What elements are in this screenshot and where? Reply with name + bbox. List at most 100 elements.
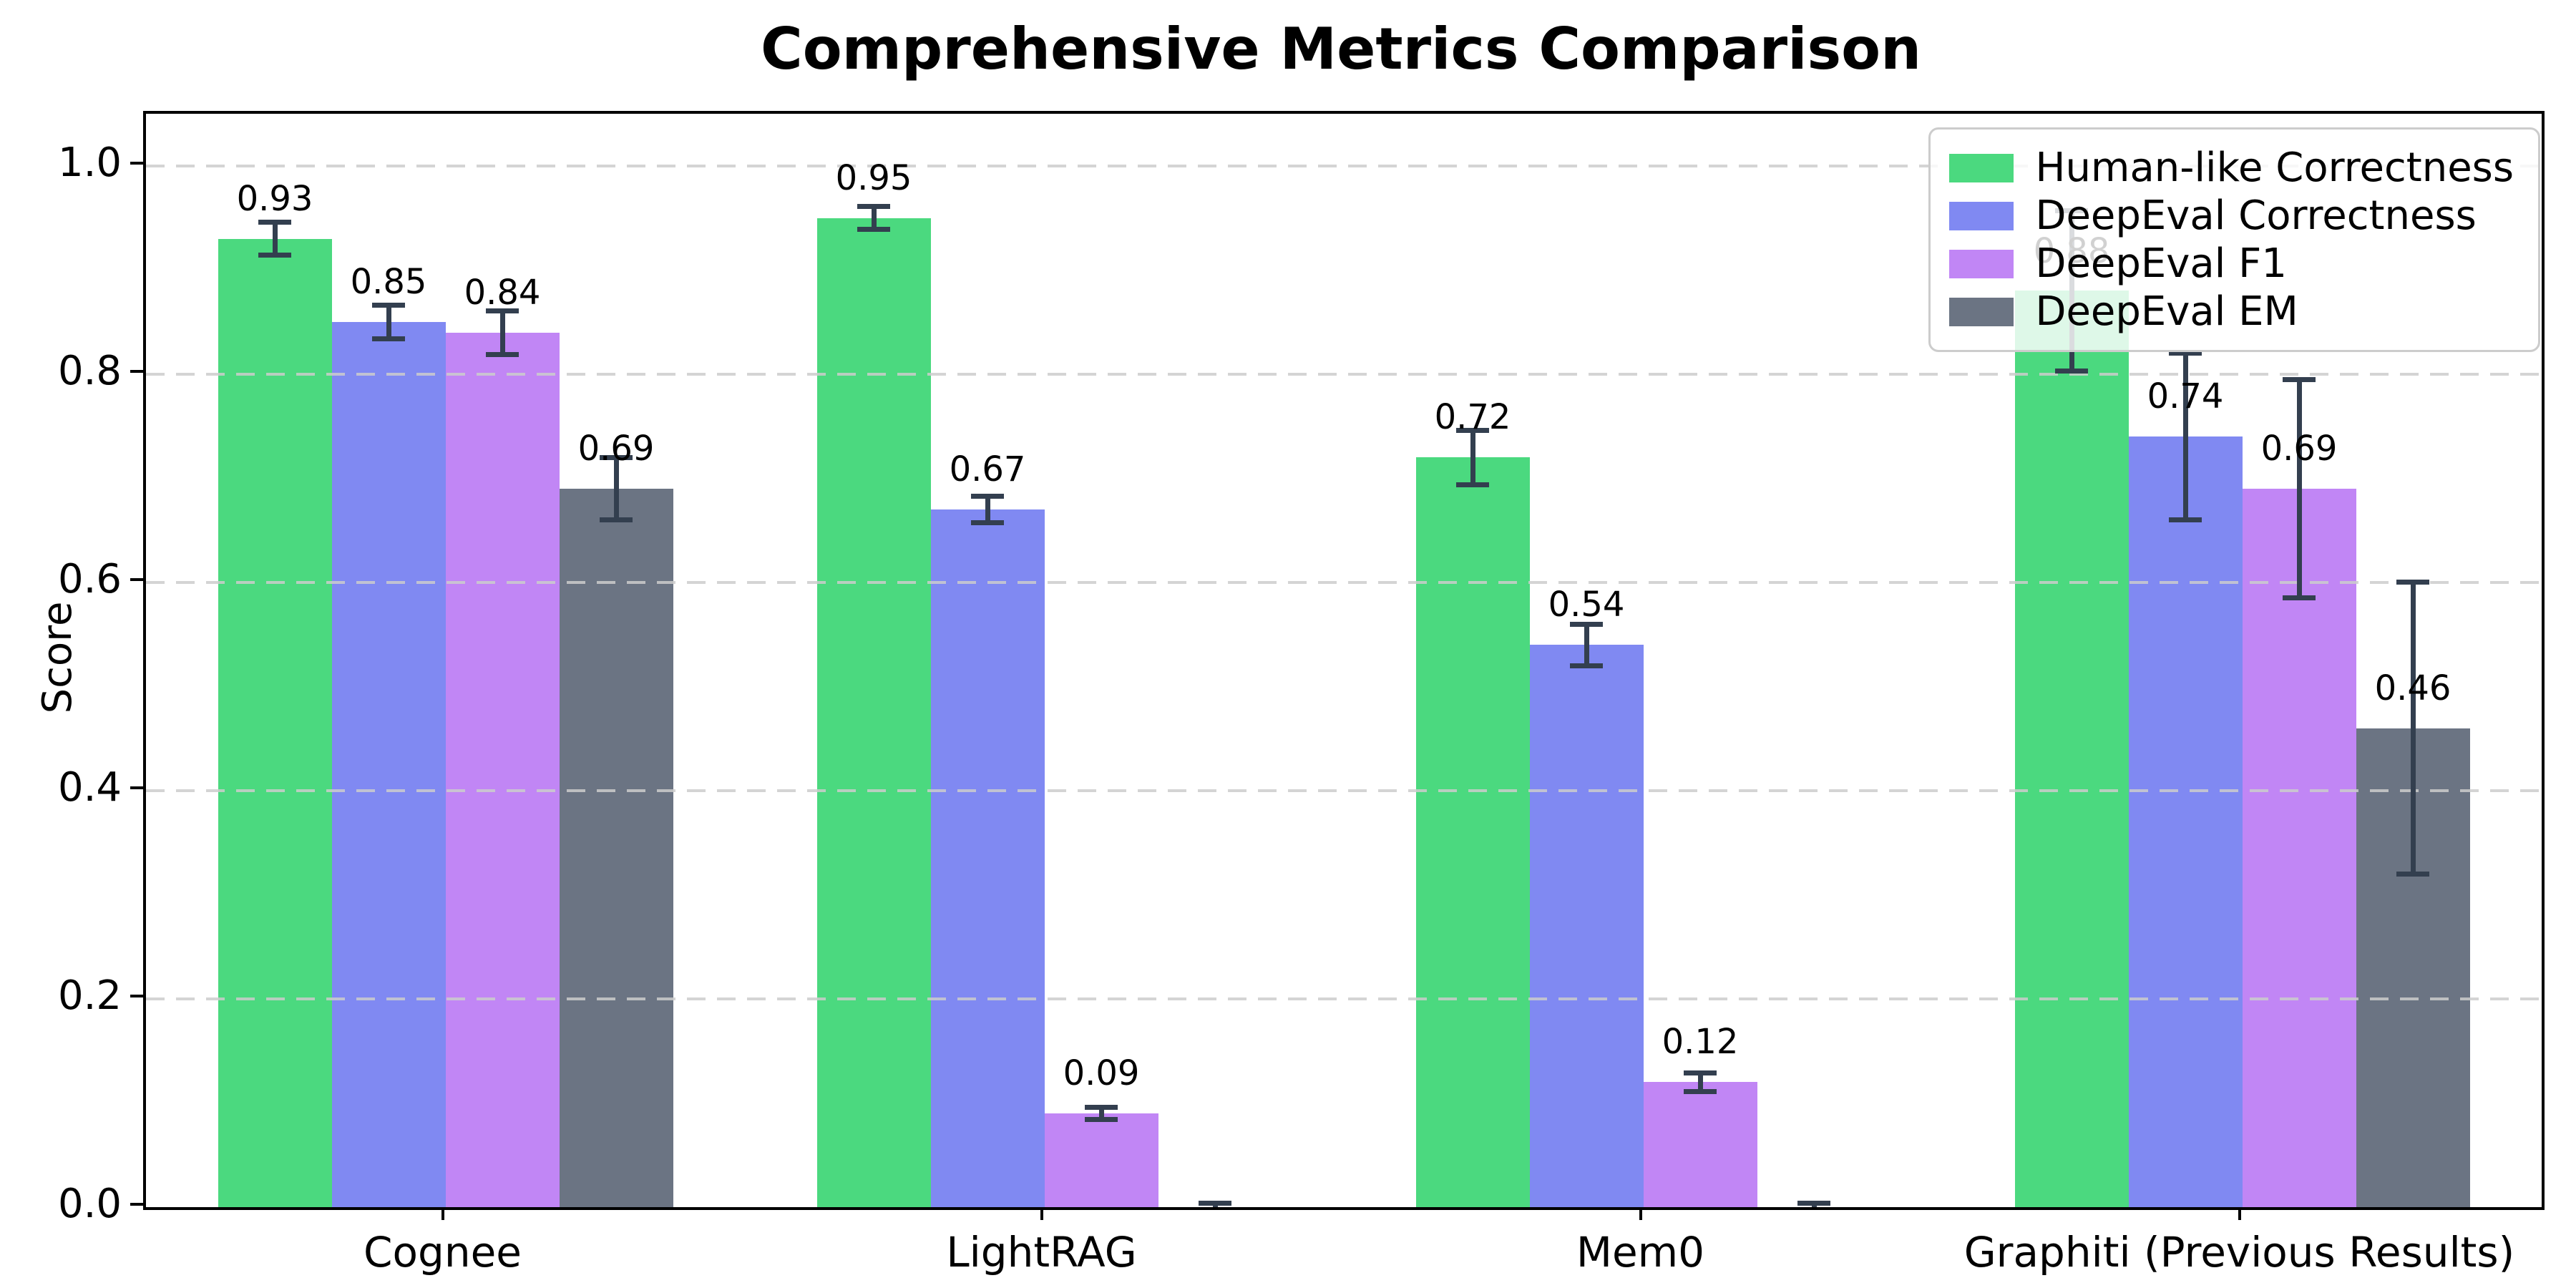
bar-value-label: 0.69 — [577, 428, 655, 469]
legend-swatch-icon — [1949, 153, 2014, 182]
bar-value-label: 0.46 — [2374, 668, 2451, 708]
error-bar-cap — [1085, 1104, 1118, 1110]
bar — [331, 322, 446, 1207]
error-bar-cap — [1797, 1209, 1830, 1210]
bar-value-label: 0.85 — [350, 262, 427, 303]
error-bar-cap — [1684, 1070, 1717, 1075]
y-tick-mark — [130, 161, 143, 165]
x-tick-label: LightRAG — [946, 1228, 1137, 1277]
bar-value-label: 0.84 — [464, 272, 541, 313]
error-bar-cap — [1570, 663, 1603, 668]
error-bar-cap — [1456, 427, 1489, 433]
gridline — [146, 372, 2542, 376]
x-tick-label: Graphiti (Previous Results) — [1963, 1228, 2515, 1277]
error-bar-cap — [372, 303, 405, 308]
error-bar-cap — [600, 454, 633, 460]
gridline — [146, 789, 2542, 792]
legend-item: Human-like Correctness — [1949, 144, 2514, 192]
legend-swatch-icon — [1949, 201, 2014, 230]
error-bar-cap — [1199, 1209, 1231, 1210]
y-tick-label: 1.0 — [57, 139, 122, 186]
error-bar-cap — [1570, 621, 1603, 627]
error-bar-cap — [971, 493, 1004, 499]
bar — [930, 509, 1045, 1207]
gridline — [146, 997, 2542, 1000]
legend-item: DeepEval EM — [1949, 288, 2514, 336]
bar — [816, 218, 931, 1207]
bar — [1643, 1082, 1757, 1207]
legend-label: DeepEval EM — [2035, 288, 2298, 335]
error-bar-cap — [600, 517, 633, 523]
legend: Human-like Correctness DeepEval Correctn… — [1928, 127, 2540, 352]
y-tick-label: 0.0 — [57, 1181, 122, 1227]
y-tick-label: 0.4 — [57, 763, 122, 811]
x-tick-mark — [2238, 1207, 2241, 1220]
bar-value-label: 0.72 — [1434, 397, 1511, 438]
y-axis-title: Score — [34, 601, 81, 714]
error-bar-cap — [1085, 1117, 1118, 1123]
error-bar-cap — [372, 336, 405, 341]
legend-swatch-icon — [1949, 249, 2014, 278]
error-bar — [871, 206, 877, 230]
error-bar-cap — [2169, 517, 2202, 523]
error-bar-cap — [2283, 376, 2316, 382]
legend-item: DeepEval Correctness — [1949, 192, 2514, 240]
bar — [2128, 436, 2243, 1207]
bar — [559, 488, 673, 1207]
error-bar — [985, 496, 990, 523]
bar — [2242, 488, 2356, 1207]
error-bar-cap — [2169, 351, 2202, 356]
x-tick-label: Cognee — [364, 1228, 522, 1277]
error-bar — [386, 305, 391, 339]
error-bar-cap — [857, 227, 890, 233]
bar — [218, 238, 332, 1207]
bar-value-label: 0.54 — [1548, 585, 1625, 625]
x-tick-mark — [1639, 1207, 1642, 1220]
gridline — [146, 164, 2542, 167]
bar-value-label: 0.09 — [1063, 1053, 1140, 1094]
error-bar-cap — [971, 520, 1004, 526]
x-tick-mark — [441, 1207, 444, 1220]
error-bar-cap — [486, 308, 519, 313]
error-bar — [613, 457, 619, 520]
error-bar — [1584, 624, 1589, 666]
bar — [2014, 291, 2129, 1207]
error-bar-cap — [486, 351, 519, 357]
bar — [1529, 645, 1644, 1207]
y-tick-label: 0.6 — [57, 555, 122, 602]
error-bar — [2296, 379, 2302, 598]
y-tick-mark — [130, 994, 143, 997]
error-bar — [1098, 1107, 1104, 1120]
x-tick-mark — [1040, 1207, 1043, 1220]
bar — [1415, 457, 1530, 1207]
y-tick-mark — [130, 577, 143, 581]
gridline — [146, 580, 2542, 584]
bar — [1044, 1113, 1158, 1207]
error-bar-cap — [2283, 595, 2316, 601]
y-tick-mark — [130, 786, 143, 789]
bar-value-label: 0.12 — [1662, 1022, 1739, 1063]
y-tick-label: 0.8 — [57, 347, 122, 394]
error-bar — [272, 222, 278, 255]
bar-value-label: 0.69 — [2260, 428, 2338, 469]
error-bar-cap — [2055, 368, 2088, 374]
bar-value-label: 0.93 — [236, 178, 313, 219]
legend-label: DeepEval F1 — [2035, 240, 2287, 287]
y-tick-mark — [130, 369, 143, 373]
error-bar-cap — [2396, 871, 2429, 877]
legend-label: DeepEval Correctness — [2035, 192, 2477, 239]
y-tick-label: 0.2 — [57, 972, 122, 1019]
legend-swatch-icon — [1949, 297, 2014, 326]
legend-label: Human-like Correctness — [2035, 144, 2514, 191]
error-bar — [2410, 582, 2416, 874]
error-bar — [2182, 353, 2188, 520]
error-bar-cap — [1684, 1088, 1717, 1094]
bar-value-label: 0.74 — [2147, 376, 2224, 417]
error-bar — [499, 311, 505, 355]
bar-value-label: 0.95 — [835, 157, 912, 198]
error-bar-cap — [258, 219, 291, 225]
error-bar-cap — [1797, 1200, 1830, 1206]
x-tick-label: Mem0 — [1576, 1228, 1705, 1277]
bar — [445, 332, 560, 1207]
error-bar-cap — [1456, 482, 1489, 487]
